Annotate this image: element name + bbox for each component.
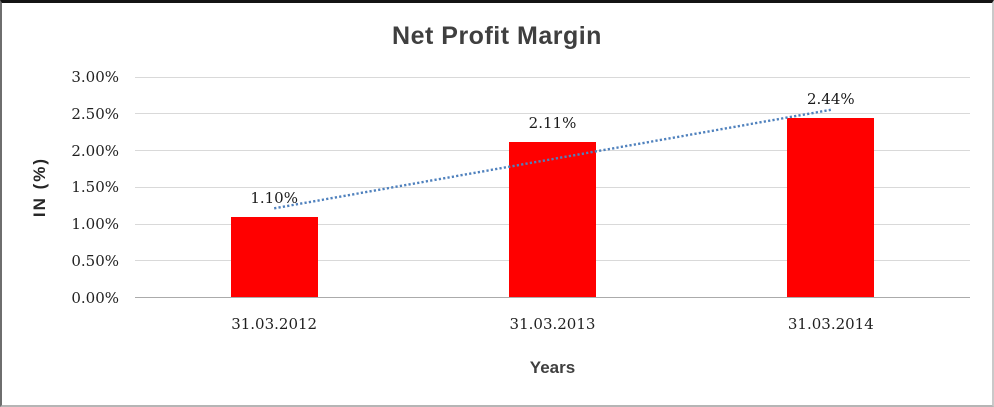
x-axis-line: [135, 297, 970, 298]
chart-title: Net Profit Margin: [392, 22, 602, 50]
data-label: 2.11%: [528, 114, 577, 133]
y-tick-label: 2.50%: [71, 104, 119, 123]
y-tick-label: 0.00%: [71, 288, 119, 307]
plot-stage: Net Profit Margin IN (%) Years 0.00% 0.50…: [2, 3, 992, 405]
y-tick-label: 3.00%: [71, 68, 119, 86]
data-label: 1.10%: [250, 188, 298, 207]
y-tick-label: 1.50%: [71, 178, 119, 197]
bar-31.03.2012: [230, 216, 318, 298]
y-tick-label: 1.00%: [71, 215, 119, 233]
y-tick-label: 2.00%: [71, 141, 119, 160]
bar-31.03.2013: [509, 142, 596, 298]
x-category-label: 31.03.2012: [231, 315, 318, 333]
data-label: 2.44%: [807, 90, 855, 109]
y-tick-label: 0.50%: [71, 251, 119, 270]
x-category-label: 31.03.2013: [509, 315, 596, 333]
gridline: [135, 76, 970, 78]
bar-31.03.2014: [787, 118, 875, 298]
x-axis-title: Years: [529, 358, 576, 377]
x-category-label: 31.03.2014: [787, 315, 874, 333]
